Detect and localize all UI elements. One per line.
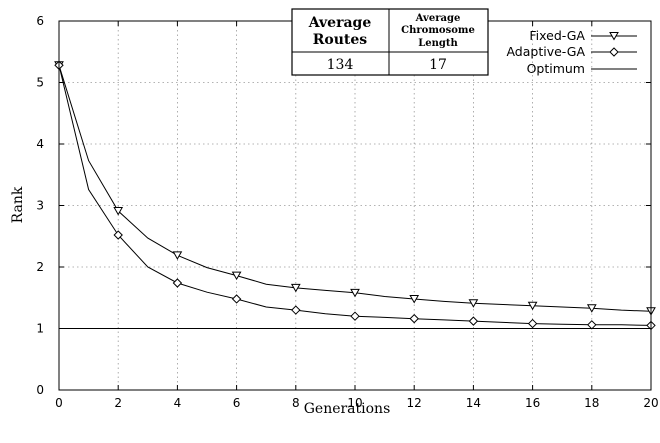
y-tick-label: 5 <box>36 76 44 90</box>
data-point-adaptive-ga <box>350 311 360 321</box>
inset-table-frame <box>291 8 489 76</box>
data-point-fixed-ga <box>586 304 597 313</box>
inset-header-routes-line2: Routes <box>313 32 368 48</box>
data-point-adaptive-ga <box>291 305 301 315</box>
data-point-adaptive-ga <box>113 230 123 240</box>
inset-header-length-line3: Length <box>418 38 458 49</box>
legend-label-adaptive-ga: Adaptive-GA <box>506 44 585 59</box>
data-point-adaptive-ga <box>172 278 183 288</box>
x-tick-label: 18 <box>584 396 599 410</box>
y-axis-title: Rank <box>10 186 26 223</box>
data-point-fixed-ga <box>350 288 360 298</box>
y-tick-label: 4 <box>36 137 44 151</box>
x-tick-label: 14 <box>466 396 481 410</box>
data-point-adaptive-ga <box>409 313 419 324</box>
x-tick-label: 20 <box>643 396 658 410</box>
data-point-adaptive-ga <box>527 318 538 329</box>
legend-label-optimum: Optimum <box>527 61 585 76</box>
x-tick-label: 16 <box>525 396 540 410</box>
y-tick-label: 1 <box>36 322 44 336</box>
x-tick-label: 2 <box>114 396 122 410</box>
data-point-fixed-ga <box>527 301 538 311</box>
legend: Fixed-GA Adaptive-GA Optimum <box>506 28 637 76</box>
series-line-adaptive-ga <box>58 65 652 326</box>
data-point-fixed-ga <box>468 299 479 308</box>
x-tick-label: 4 <box>174 396 182 410</box>
data-point-fixed-ga <box>290 283 301 293</box>
y-tick-label: 2 <box>36 260 44 274</box>
grid-lines <box>59 21 651 390</box>
data-point-adaptive-ga <box>231 294 242 304</box>
inset-value-length: 17 <box>429 57 447 73</box>
y-tick-label: 6 <box>36 14 44 28</box>
inset-header-routes-line1: Average <box>308 15 372 31</box>
data-point-adaptive-ga <box>468 316 479 326</box>
data-point-fixed-ga <box>231 271 242 281</box>
y-tick-label: 0 <box>36 383 44 397</box>
legend-marker-fixed-ga <box>609 32 619 41</box>
inset-header-length-line1: Average <box>415 13 461 24</box>
data-point-fixed-ga <box>172 251 183 260</box>
series-layer <box>54 60 656 331</box>
inset-table: Average Routes Average Chromosome Length… <box>291 8 489 76</box>
x-tick-label: 0 <box>55 396 63 410</box>
x-tick-label: 8 <box>292 396 300 410</box>
y-tick-label: 3 <box>36 199 44 213</box>
data-point-adaptive-ga <box>587 320 597 330</box>
legend-label-fixed-ga: Fixed-GA <box>529 28 585 43</box>
data-point-fixed-ga <box>409 294 420 304</box>
x-tick-label: 6 <box>233 396 241 410</box>
legend-marker-adaptive-ga <box>609 47 619 57</box>
data-point-fixed-ga <box>113 207 124 216</box>
inset-value-routes: 134 <box>327 57 354 73</box>
x-tick-label: 12 <box>407 396 422 410</box>
inset-header-length-line2: Chromosome <box>401 25 475 36</box>
x-axis-title: Generations <box>304 401 391 417</box>
x-tick-label: 10 <box>347 396 362 410</box>
